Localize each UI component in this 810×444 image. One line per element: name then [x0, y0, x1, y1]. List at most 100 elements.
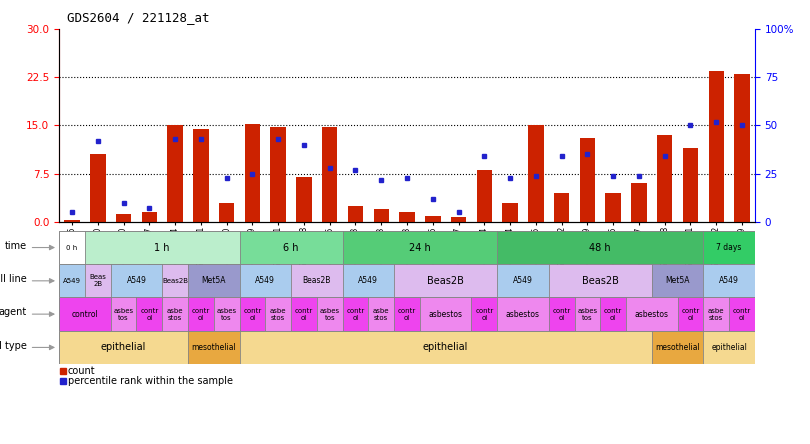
Text: A549: A549 [63, 278, 81, 284]
Bar [420, 297, 471, 331]
Text: agent: agent [0, 307, 27, 317]
Bar [497, 231, 703, 264]
Text: 48 h: 48 h [590, 242, 611, 253]
Text: A549: A549 [255, 276, 275, 285]
Text: mesothelial: mesothelial [191, 343, 237, 352]
Bar [343, 264, 394, 297]
Bar [528, 126, 544, 222]
Text: A549: A549 [126, 276, 147, 285]
Bar [85, 231, 240, 264]
Bar [271, 127, 286, 222]
Text: epithelial: epithelial [711, 343, 747, 352]
Text: A549: A549 [359, 276, 378, 285]
Text: contr
ol: contr ol [475, 308, 493, 321]
Text: asbe
stos: asbe stos [270, 308, 287, 321]
Text: contr
ol: contr ol [347, 308, 364, 321]
Bar [703, 331, 755, 364]
Bar [193, 129, 209, 222]
Text: time: time [5, 241, 27, 251]
Text: A549: A549 [719, 276, 739, 285]
Bar [399, 212, 415, 222]
Text: cell line: cell line [0, 274, 27, 284]
Bar [59, 231, 85, 264]
Bar [266, 297, 291, 331]
Text: Beas2B: Beas2B [303, 276, 331, 285]
Bar [502, 202, 518, 222]
Text: epithelial: epithelial [423, 342, 468, 353]
Text: contr
ol: contr ol [295, 308, 313, 321]
Bar [347, 206, 363, 222]
Text: asbestos: asbestos [635, 309, 669, 319]
Text: 0 h: 0 h [66, 245, 78, 250]
Text: asbestos: asbestos [506, 309, 540, 319]
Text: asbes
tos: asbes tos [578, 308, 598, 321]
Text: Met5A: Met5A [665, 276, 690, 285]
Bar [188, 297, 214, 331]
Bar [214, 297, 240, 331]
Text: cell type: cell type [0, 341, 27, 351]
Bar [626, 297, 678, 331]
Text: contr
ol: contr ol [681, 308, 700, 321]
Text: asbestos: asbestos [428, 309, 463, 319]
Bar [322, 127, 338, 222]
Bar [142, 212, 157, 222]
Bar [703, 264, 755, 297]
Text: percentile rank within the sample: percentile rank within the sample [68, 376, 232, 386]
Bar [59, 331, 188, 364]
Bar [574, 297, 600, 331]
Bar [451, 217, 467, 222]
Text: Beas2B: Beas2B [582, 276, 619, 286]
Bar [240, 331, 652, 364]
Bar [343, 297, 369, 331]
Text: contr
ol: contr ol [552, 308, 571, 321]
Text: control: control [71, 309, 98, 319]
Bar [343, 231, 497, 264]
Text: 24 h: 24 h [409, 242, 431, 253]
Bar [548, 264, 652, 297]
Bar [657, 135, 672, 222]
Bar [554, 193, 569, 222]
Bar [605, 193, 621, 222]
Bar [683, 148, 698, 222]
Bar [425, 216, 441, 222]
Text: asbes
tos: asbes tos [216, 308, 237, 321]
Bar [369, 297, 394, 331]
Text: mesothelial: mesothelial [655, 343, 700, 352]
Bar [240, 297, 266, 331]
Bar [548, 297, 574, 331]
Text: epithelial: epithelial [101, 342, 147, 353]
Text: contr
ol: contr ol [192, 308, 210, 321]
Text: Beas2B: Beas2B [427, 276, 464, 286]
Bar [64, 220, 79, 222]
Text: 7 days: 7 days [717, 243, 742, 252]
Bar [652, 264, 703, 297]
Bar [317, 297, 343, 331]
Bar [111, 297, 136, 331]
Text: asbe
stos: asbe stos [373, 308, 390, 321]
Bar [291, 264, 343, 297]
Bar [296, 177, 312, 222]
Text: asbe
stos: asbe stos [708, 308, 724, 321]
Bar [240, 231, 343, 264]
Bar [476, 170, 492, 222]
Bar [188, 331, 240, 364]
Bar [600, 297, 626, 331]
Bar [90, 155, 105, 222]
Bar [703, 231, 755, 264]
Bar [85, 264, 111, 297]
Text: 1 h: 1 h [155, 242, 170, 253]
Text: asbe
stos: asbe stos [167, 308, 183, 321]
Bar [678, 297, 703, 331]
Bar [631, 183, 646, 222]
Text: GDS2604 / 221128_at: GDS2604 / 221128_at [67, 12, 210, 24]
Text: asbes
tos: asbes tos [113, 308, 134, 321]
Bar [59, 264, 85, 297]
Bar [729, 297, 755, 331]
Bar [394, 297, 420, 331]
Bar [245, 124, 260, 222]
Text: asbes
tos: asbes tos [320, 308, 339, 321]
Bar [111, 264, 162, 297]
Bar [116, 214, 131, 222]
Bar [373, 209, 389, 222]
Text: contr
ol: contr ol [733, 308, 751, 321]
